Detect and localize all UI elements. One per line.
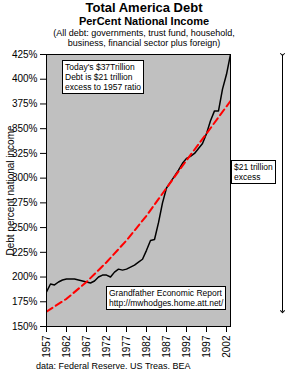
svg-text:175%: 175%	[12, 296, 38, 307]
svg-text:300%: 300%	[12, 172, 38, 183]
svg-text:1972: 1972	[101, 335, 112, 358]
html-text:(All debt: governments, trust: (All debt: governments, trust fund, hous…	[53, 28, 235, 48]
svg-text:Debt percent national income: Debt percent national income	[5, 125, 16, 256]
svg-text:1962: 1962	[61, 335, 72, 358]
svg-text:425%: 425%	[12, 49, 38, 60]
html-text:$21 trillion excess: $21 trillion excess	[234, 162, 273, 182]
svg-text:1982: 1982	[141, 335, 152, 358]
svg-text:375%: 375%	[12, 98, 38, 109]
html-text:Total America Debt: Total America Debt	[85, 0, 203, 15]
html-text:data: Federal Reserve. US Trea: data: Federal Reserve. US Treas. BEA	[36, 361, 191, 371]
svg-text:225%: 225%	[12, 247, 38, 258]
svg-text:1987: 1987	[161, 335, 172, 358]
svg-text:1992: 1992	[181, 335, 192, 358]
svg-text:150%: 150%	[12, 321, 38, 332]
html-text:Grandfather Economic Report ht: Grandfather Economic Report http://mwhod…	[109, 288, 224, 308]
svg-text:350%: 350%	[12, 123, 38, 134]
svg-text:2002: 2002	[221, 335, 232, 358]
svg-text:275%: 275%	[12, 197, 38, 208]
html-text:PerCent National Income: PerCent National Income	[78, 15, 210, 27]
svg-text:1977: 1977	[121, 335, 132, 358]
svg-text:1957: 1957	[41, 335, 52, 358]
svg-text:325%: 325%	[12, 148, 38, 159]
svg-text:200%: 200%	[12, 271, 38, 282]
svg-text:250%: 250%	[12, 222, 38, 233]
html-text:Today's $37Trillion Debt is $2: Today's $37Trillion Debt is $21 trillion…	[65, 62, 142, 92]
svg-text:1967: 1967	[81, 335, 92, 358]
svg-text:400%: 400%	[12, 73, 38, 84]
svg-text:1997: 1997	[201, 335, 212, 358]
